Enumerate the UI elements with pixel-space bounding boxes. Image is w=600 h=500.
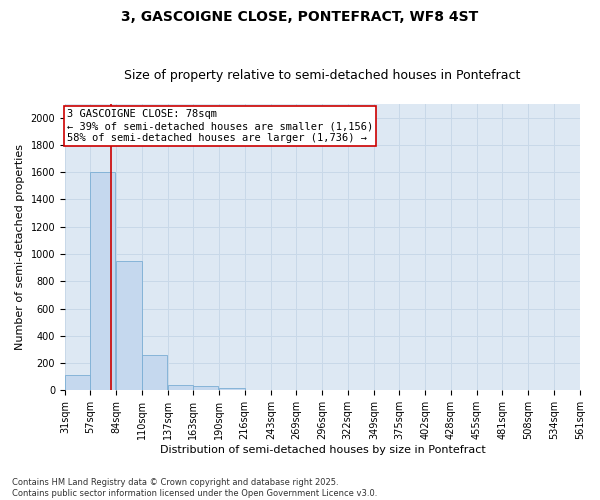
Title: Size of property relative to semi-detached houses in Pontefract: Size of property relative to semi-detach… xyxy=(124,69,521,82)
Y-axis label: Number of semi-detached properties: Number of semi-detached properties xyxy=(15,144,25,350)
Bar xyxy=(220,388,245,390)
Text: Contains HM Land Registry data © Crown copyright and database right 2025.
Contai: Contains HM Land Registry data © Crown c… xyxy=(12,478,377,498)
Bar xyxy=(168,385,193,390)
Bar xyxy=(142,355,167,390)
Bar xyxy=(65,374,90,390)
Bar xyxy=(193,386,218,390)
X-axis label: Distribution of semi-detached houses by size in Pontefract: Distribution of semi-detached houses by … xyxy=(160,445,485,455)
Text: 3 GASCOIGNE CLOSE: 78sqm
← 39% of semi-detached houses are smaller (1,156)
58% o: 3 GASCOIGNE CLOSE: 78sqm ← 39% of semi-d… xyxy=(67,110,373,142)
Text: 3, GASCOIGNE CLOSE, PONTEFRACT, WF8 4ST: 3, GASCOIGNE CLOSE, PONTEFRACT, WF8 4ST xyxy=(121,10,479,24)
Bar xyxy=(116,261,142,390)
Bar xyxy=(90,172,115,390)
